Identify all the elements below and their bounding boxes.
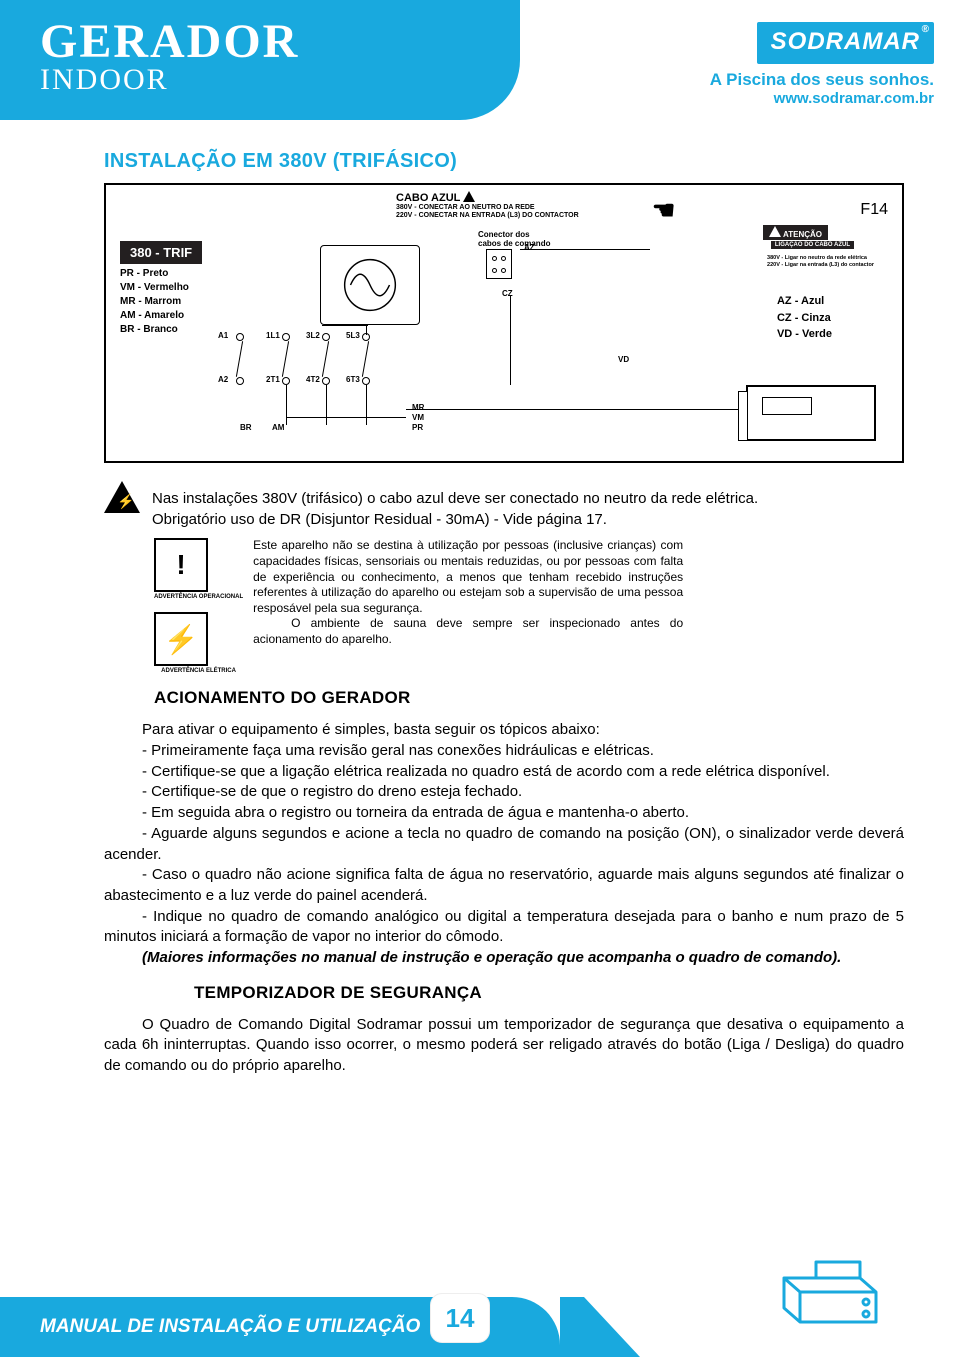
- more-info: (Maiores informações no manual de instru…: [104, 948, 904, 969]
- brand-tagline: A Piscina dos seus sonhos.: [710, 70, 934, 90]
- cabo-line1: 380V - CONECTAR AO NEUTRO DA REDE: [396, 204, 579, 212]
- conector-label: Conector dos cabos de comando: [478, 231, 550, 249]
- warning-triangle-icon: [463, 191, 475, 202]
- atencao-label: ATENÇÃO: [763, 225, 828, 240]
- control-box-icon: [746, 385, 876, 441]
- terminal-label: 6T3: [346, 375, 360, 384]
- terminal-label: 2T1: [266, 375, 280, 384]
- wire-label-mr: MR: [412, 403, 424, 412]
- wire-label-am: AM: [272, 423, 284, 432]
- bullet-item: - Em seguida abra o registro ou torneira…: [104, 803, 904, 824]
- terminal-label: 5L3: [346, 331, 360, 340]
- temporizador-title: TEMPORIZADOR DE SEGURANÇA: [194, 983, 904, 1003]
- wire-label-vd: VD: [618, 355, 629, 364]
- primary-warning: ⚡ Nas instalações 380V (trifásico) o cab…: [104, 477, 904, 530]
- cabo-line2: 220V - CONECTAR NA ENTRADA (L3) DO CONTA…: [396, 212, 579, 220]
- legend-item: VD - Verde: [777, 326, 832, 343]
- bullet-item: - Aguarde alguns segundos e acione a tec…: [104, 824, 904, 865]
- wire-label-pr: PR: [412, 423, 423, 432]
- cabo-azul-label: CABO AZUL 380V - CONECTAR AO NEUTRO DA R…: [396, 191, 579, 219]
- figure-ref: F14: [860, 201, 888, 219]
- bullet-item: - Certifique-se que a ligação elétrica r…: [104, 762, 904, 783]
- brand-logo: SODRAMAR: [757, 22, 934, 64]
- terminal-label: 4T2: [306, 375, 320, 384]
- legend-item: CZ - Cinza: [777, 310, 832, 327]
- sine-source-icon: [320, 245, 420, 325]
- legend-item: VM - Vermelho: [120, 281, 189, 295]
- section-title: INSTALAÇÃO EM 380V (TRIFÁSICO): [104, 150, 904, 173]
- terminal-a2: A2: [218, 375, 228, 384]
- brand-url: www.sodramar.com.br: [710, 90, 934, 107]
- operational-warning-icon: !: [154, 538, 208, 592]
- page-header: GERADOR INDOOR SODRAMAR A Piscina dos se…: [0, 0, 960, 140]
- icon-caption: ADVERTÊNCIA OPERACIONAL: [154, 594, 243, 600]
- icon-caption: ADVERTÊNCIA ELÉTRICA: [154, 668, 243, 674]
- header-tab: GERADOR INDOOR: [0, 0, 520, 120]
- atencao-text: 380V - Ligar no neutro da rede elétrica …: [767, 255, 874, 268]
- secondary-warning: ! ADVERTÊNCIA OPERACIONAL ⚡ ADVERTÊNCIA …: [104, 538, 904, 674]
- terminal-a1: A1: [218, 331, 228, 340]
- danger-triangle-icon: ⚡: [104, 481, 140, 513]
- generator-icon: [770, 1252, 890, 1337]
- warning-text-2: O ambiente de sauna deve sempre ser insp…: [253, 616, 683, 647]
- wire-label-vm: VM: [412, 413, 424, 422]
- legend-item: MR - Marrom: [120, 295, 189, 309]
- warning-line: Nas instalações 380V (trifásico) o cabo …: [152, 489, 758, 510]
- legend-item: AM - Amarelo: [120, 309, 189, 323]
- wire-label-br: BR: [240, 423, 252, 432]
- page-number: 14: [430, 1293, 490, 1343]
- terminal-label: 1L1: [266, 331, 280, 340]
- warning-text: Este aparelho não se destina à utilizaçã…: [253, 538, 683, 616]
- bullet-item: - Indique no quadro de comando analógico…: [104, 907, 904, 948]
- legend-item: AZ - Azul: [777, 293, 832, 310]
- bullet-item: - Primeiramente faça uma revisão geral n…: [104, 741, 904, 762]
- legend-item: PR - Preto: [120, 267, 189, 281]
- legend-left: PR - Preto VM - Vermelho MR - Marrom AM …: [120, 267, 189, 337]
- atencao-sublabel: LIGAÇÃO DO CABO AZUL: [771, 241, 854, 249]
- page-footer: MANUAL DE INSTALAÇÃO E UTILIZAÇÃO 14: [0, 1271, 960, 1357]
- command-connector: [486, 249, 512, 279]
- wiring-diagram: F14 CABO AZUL 380V - CONECTAR AO NEUTRO …: [104, 183, 904, 463]
- temporizador-text: O Quadro de Comando Digital Sodramar pos…: [104, 1015, 904, 1077]
- terminal-label: 3L2: [306, 331, 320, 340]
- legend-right: AZ - Azul CZ - Cinza VD - Verde: [777, 293, 832, 343]
- trif-label: 380 - TRIF: [120, 241, 202, 264]
- contactor: A1 1L1 3L2 5L3 A2 2T1 4T2 6T3: [236, 333, 426, 393]
- brand-block: SODRAMAR A Piscina dos seus sonhos. www.…: [710, 22, 934, 107]
- electrical-warning-icon: ⚡: [154, 612, 208, 666]
- wire-label-cz: CZ: [502, 289, 513, 298]
- wire-label-az: AZ: [524, 243, 535, 252]
- hand-pointer-icon: ☚: [652, 195, 675, 226]
- cabo-title: CABO AZUL: [396, 192, 460, 204]
- bullet-item: - Certifique-se de que o registro do dre…: [104, 782, 904, 803]
- footer-swoosh: [560, 1297, 640, 1357]
- acionamento-title: ACIONAMENTO DO GERADOR: [154, 688, 904, 708]
- warning-line: Obrigatório uso de DR (Disjuntor Residua…: [152, 510, 758, 531]
- intro-line: Para ativar o equipamento é simples, bas…: [104, 720, 904, 741]
- acionamento-body: Para ativar o equipamento é simples, bas…: [104, 720, 904, 968]
- footer-label: MANUAL DE INSTALAÇÃO E UTILIZAÇÃO: [40, 1316, 420, 1338]
- product-title: GERADOR: [40, 14, 520, 69]
- legend-item: BR - Branco: [120, 323, 189, 337]
- bullet-item: - Caso o quadro não acione significa fal…: [104, 865, 904, 906]
